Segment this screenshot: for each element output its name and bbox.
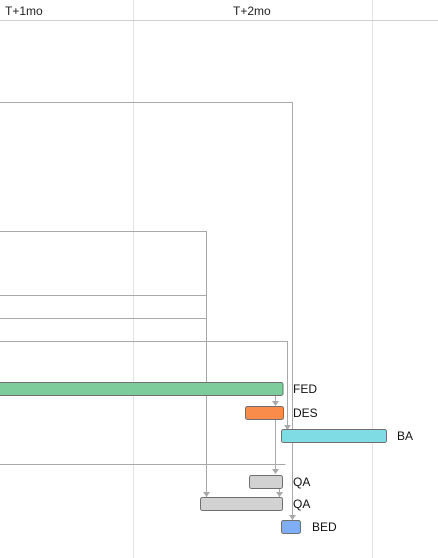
task-label-bed: BED (312, 520, 337, 534)
task-bar-bed[interactable] (281, 520, 301, 534)
task-label-qa-1: QA (293, 475, 310, 489)
task-label-ba: BA (397, 429, 413, 443)
arrowhead-icon (203, 492, 210, 497)
dependency-connector (0, 231, 207, 497)
arrowhead-icon (276, 492, 283, 497)
task-label-fed: FED (293, 382, 317, 396)
task-bar-qa-1[interactable] (249, 475, 283, 489)
timeline-label-t1mo: T+1mo (5, 4, 43, 18)
task-labels: FED DES BA QA QA BED (293, 382, 413, 534)
task-bar-fed[interactable] (0, 382, 284, 396)
arrowhead-icon (272, 401, 279, 406)
arrowhead-icon (289, 515, 296, 520)
task-bar-qa-2[interactable] (200, 497, 283, 511)
timeline-header: T+1mo T+2mo (0, 4, 438, 21)
task-label-qa-2: QA (293, 497, 310, 511)
arrowhead-icon (272, 469, 279, 474)
task-bar-des[interactable] (245, 406, 284, 420)
timeline-label-t2mo: T+2mo (233, 4, 271, 18)
connector-arrowheads (203, 401, 296, 520)
dependency-connectors (0, 102, 293, 521)
dependency-connector (0, 341, 288, 429)
task-label-des: DES (293, 406, 318, 420)
task-bar-ba[interactable] (281, 429, 387, 443)
grid-lines (133, 0, 373, 558)
dependency-connector (0, 102, 293, 521)
arrowhead-icon (284, 425, 291, 430)
task-bars (0, 382, 387, 534)
